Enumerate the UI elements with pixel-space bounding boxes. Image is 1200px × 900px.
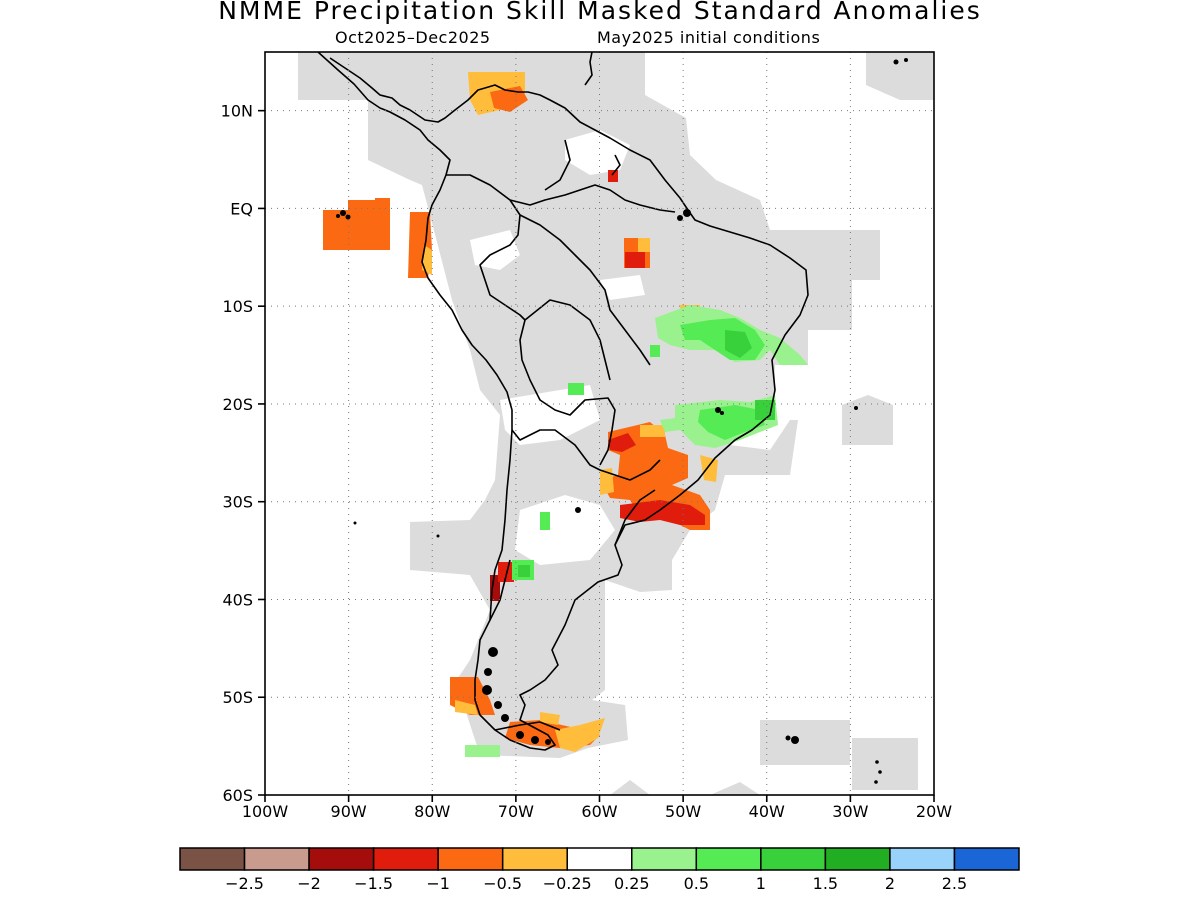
lat-tick-label: 20S [222, 395, 253, 414]
latitude-labels: 10N EQ 10S 20S 30S 40S 50S 60S [221, 102, 253, 805]
lon-tick-label: 30W [832, 802, 868, 821]
negative-anomalies [323, 72, 718, 752]
lat-tick-label: 10N [221, 102, 253, 121]
colorbar-swatch [695, 847, 762, 871]
lon-tick-label: 20W [916, 802, 952, 821]
colorbar-swatch [308, 847, 375, 871]
lon-tick-label: 100W [242, 802, 289, 821]
colorbar-label: −0.5 [483, 874, 522, 893]
colorbar [179, 847, 1020, 871]
coastlines [317, 52, 809, 751]
lat-tick-label: 50S [222, 688, 253, 707]
positive-anomalies [465, 305, 808, 757]
colorbar-swatch [566, 847, 633, 871]
lat-tick-label: EQ [230, 199, 253, 218]
colorbar-swatch [760, 847, 827, 871]
colorbar-label: 0.5 [684, 874, 709, 893]
colorbar-label: 1 [756, 874, 766, 893]
colorbar-swatch [179, 847, 246, 871]
lat-tick-label: 10S [222, 297, 253, 316]
colorbar-swatch [437, 847, 504, 871]
map-title: NMME Precipitation Skill Masked Standard… [218, 0, 982, 25]
colorbar-swatch [824, 847, 891, 871]
colorbar-swatch [501, 847, 568, 871]
colorbar-swatch [631, 847, 698, 871]
forecast-period: Oct2025–Dec2025 [335, 28, 491, 47]
colorbar-labels: −2.5 −2 −1.5 −1 −0.5 −0.25 0.25 0.5 1 1.5 2 2.5 [225, 874, 967, 893]
lat-tick-label: 60S [222, 786, 253, 805]
axis-ticks [258, 109, 935, 802]
colorbar-label: −2 [297, 874, 321, 893]
longitude-labels: 100W 90W 80W 70W 60W 50W 40W 30W 20W [242, 802, 952, 821]
colorbar-label: −1.5 [354, 874, 393, 893]
colorbar-label: −0.25 [543, 874, 592, 893]
lon-tick-label: 70W [498, 802, 534, 821]
colorbar-swatch [372, 847, 439, 871]
colorbar-label: 1.5 [813, 874, 838, 893]
lon-tick-label: 80W [414, 802, 450, 821]
lat-tick-label: 30S [222, 493, 253, 512]
initial-conditions: May2025 initial conditions [597, 28, 821, 47]
anomaly-field [298, 52, 934, 795]
lon-tick-label: 90W [331, 802, 367, 821]
colorbar-swatch [889, 847, 956, 871]
colorbar-label: 0.25 [614, 874, 650, 893]
lon-tick-label: 60W [581, 802, 617, 821]
colorbar-swatch [953, 847, 1020, 871]
colorbar-swatch [243, 847, 310, 871]
colorbar-label: −1 [426, 874, 450, 893]
colorbar-label: 2.5 [942, 874, 967, 893]
lon-tick-label: 50W [665, 802, 701, 821]
lat-tick-label: 40S [222, 590, 253, 609]
colorbar-label: 2 [885, 874, 895, 893]
lon-tick-label: 40W [749, 802, 785, 821]
colorbar-label: −2.5 [225, 874, 264, 893]
islands [336, 58, 908, 784]
